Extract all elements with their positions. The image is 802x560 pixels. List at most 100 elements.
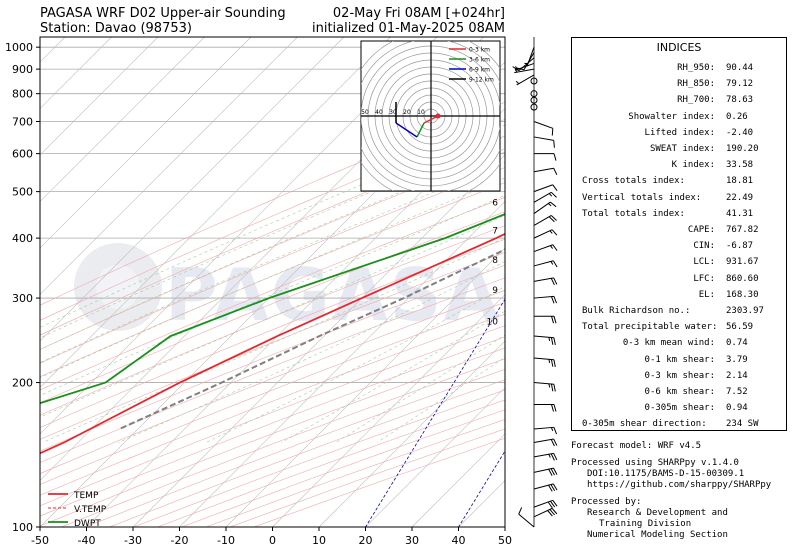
footer-model: Forecast model: WRF v4.5 [571, 441, 702, 451]
wind-barb-full [548, 484, 553, 492]
dry-adiabat [40, 238, 505, 428]
legend: TEMP V.TEMP DWPT [48, 491, 107, 529]
wind-barb [533, 382, 556, 392]
index-label: RH_700: [677, 95, 715, 106]
wind-barb-half [548, 337, 551, 342]
wind-barb-staff [533, 229, 553, 239]
title-line-2: Station: Davao (98753) [40, 21, 192, 36]
y-tick-label: 200 [12, 377, 33, 390]
index-value: 41.31 [726, 208, 754, 219]
wind-barb-full [553, 168, 558, 176]
dry-adiabat [40, 182, 505, 378]
footer-doi: DOI:10.1175/BAMS-D-15-00309.1 [587, 469, 745, 479]
x-tick-label: -30 [124, 534, 142, 547]
index-row: RH_850: 79.12 [572, 79, 786, 92]
legend-label: V.TEMP [74, 505, 107, 515]
hodograph-legend-label: 6-9 km [469, 67, 490, 74]
index-label: CAPE: [687, 225, 715, 235]
wind-barb [533, 335, 556, 346]
dry-adiabat [40, 197, 505, 391]
index-value: 190.20 [726, 144, 759, 154]
index-label: Bulk Richardson no.: [582, 306, 691, 316]
index-value: 767.82 [726, 225, 759, 235]
x-tick-label: -50 [31, 534, 49, 547]
index-label: 0-3 km shear: [644, 370, 715, 381]
index-label: Vertical totals index: [582, 192, 702, 203]
hodograph: 50 40 30 20 10 0-3 km 3-6 km 6-9 km 9-12 km [360, 40, 501, 192]
index-row: LCL: 931.67 [572, 257, 786, 270]
index-label: Showalter index: [628, 111, 715, 122]
index-row: Bulk Richardson no.: 2303.97 [572, 306, 786, 319]
wind-barb-staff [533, 507, 553, 518]
wind-barb-calm [530, 96, 538, 104]
wind-barb-staff [533, 167, 554, 173]
index-value: 18.81 [726, 176, 754, 187]
wind-barb-full [512, 66, 519, 72]
index-row: Cross totals index: 18.81 [572, 176, 786, 189]
dry-adiabat [40, 252, 505, 440]
wind-barb [533, 201, 557, 214]
wind-barb-staff [533, 136, 554, 141]
wind-barb-staff [533, 438, 554, 443]
wind-barb-staff [515, 62, 535, 71]
index-label: 0-305m shear: [644, 403, 715, 414]
wind-barb-full [550, 337, 554, 345]
index-row: CIN: -6.87 [572, 241, 786, 254]
index-label: Lifted index: [644, 127, 715, 138]
x-tick-label: -40 [78, 534, 96, 547]
wind-barb-staff [533, 382, 554, 385]
wind-barb-staff [533, 277, 554, 282]
index-row: 0-3 km shear: 2.14 [572, 371, 786, 384]
y-tick-label: 500 [12, 186, 33, 199]
wind-barb-staff [523, 52, 535, 71]
wind-barb [533, 244, 558, 253]
wind-barb-full [552, 244, 558, 251]
hodograph-legend-label: 0-3 km [469, 47, 490, 54]
dry-adiabat [40, 277, 505, 463]
valid-line-1: 02-May Fri 08AM [+024hr] [332, 6, 505, 21]
wind-barb-full [553, 140, 555, 148]
wind-barb-staff [533, 467, 554, 473]
index-label: 0-3 km mean wind: [622, 338, 715, 349]
footer: Forecast model: WRF v4.5 Processed using… [571, 441, 801, 541]
wind-barb [515, 74, 535, 86]
isotherm-line [365, 387, 505, 527]
wind-barb-staff [533, 191, 552, 203]
y-tick-label: 700 [12, 115, 33, 128]
indices-panel: INDICES RH_950: 90.44 RH_850: 79.12 RH_700: 7… [571, 37, 787, 431]
isotherm-line [225, 247, 505, 527]
height-label: 6 [492, 198, 498, 208]
index-value: 0.94 [726, 403, 748, 414]
watermark-text: PAGASA [165, 253, 501, 337]
wind-barb-full [549, 509, 556, 516]
wind-barb-staff [533, 215, 552, 226]
wind-barb-full [550, 215, 557, 221]
index-label: K index: [671, 160, 715, 171]
wind-barb-staff [533, 426, 554, 430]
wind-barb-full [551, 404, 554, 412]
index-label: RH_850: [677, 79, 715, 90]
moist-adiabat [40, 162, 505, 363]
index-label: Total totals index: [582, 208, 685, 219]
hodograph-storm-marker [435, 113, 441, 119]
index-value: 90.44 [726, 63, 754, 73]
index-value: 22.49 [726, 192, 754, 203]
wind-barb [534, 153, 557, 161]
wind-barb-calm [530, 77, 538, 85]
wind-barb-full [550, 439, 555, 447]
height-label: 7 [492, 226, 498, 236]
wind-barb [534, 315, 557, 324]
indices-title: INDICES [656, 41, 702, 54]
wind-barb-full [518, 507, 523, 515]
wind-barb-full [553, 453, 558, 461]
index-label: CIN: [693, 241, 715, 252]
wind-barb [533, 295, 557, 304]
index-row: 0-3 km mean wind: 0.74 [572, 338, 786, 351]
height-label: 8 [492, 256, 498, 266]
wind-barb-half [550, 245, 553, 249]
wind-barb [533, 438, 558, 447]
index-value: 79.12 [726, 79, 754, 90]
footer-processed-by: Processed by: [571, 497, 642, 507]
parcel-trace [118, 248, 505, 431]
